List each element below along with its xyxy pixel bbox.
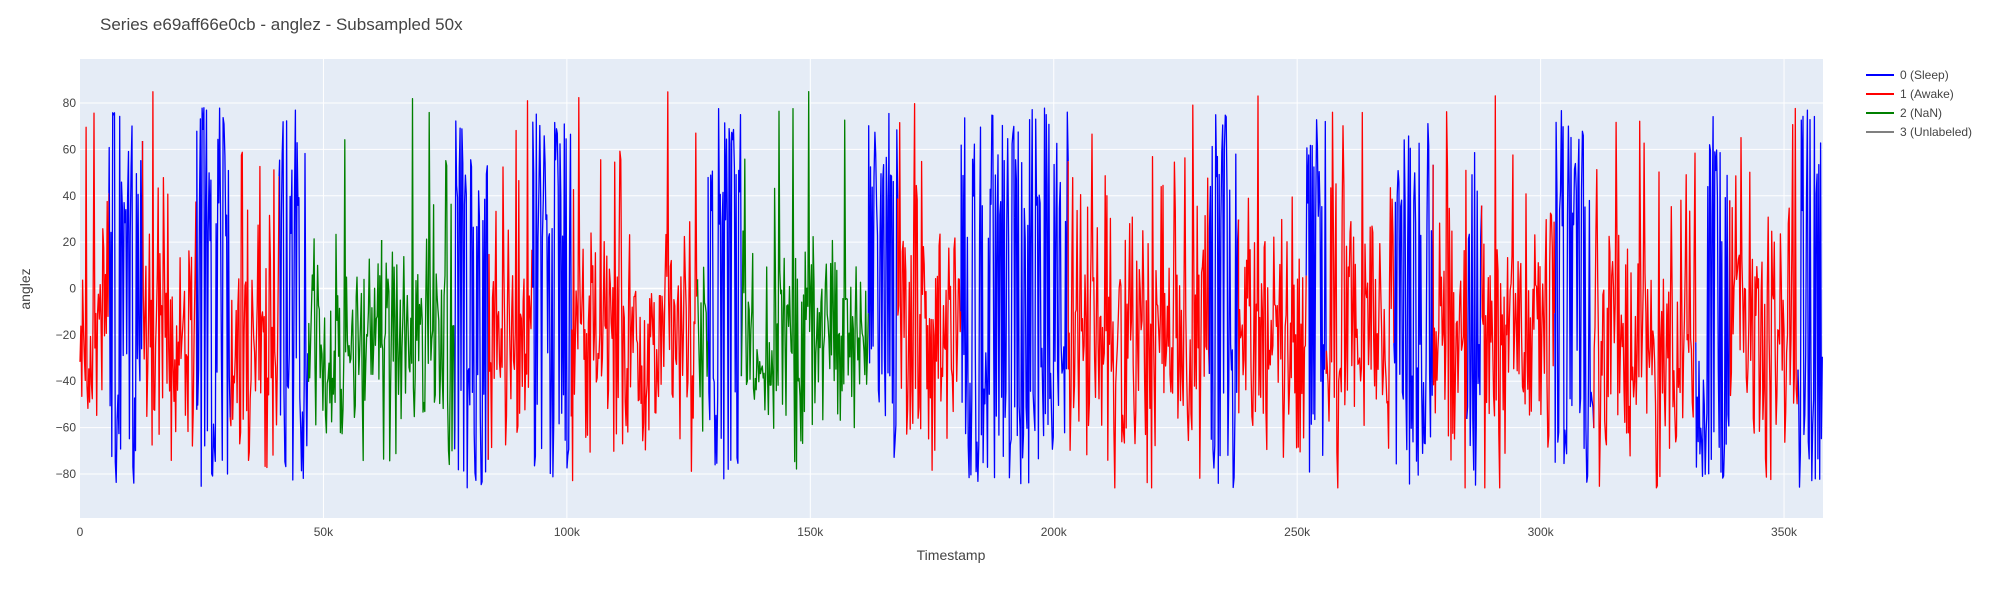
legend-item-label[interactable]: 1 (Awake) [1900, 87, 1954, 101]
series-segment [79, 112, 110, 417]
y-tick-label: −20 [56, 328, 77, 342]
y-tick-label: −40 [56, 374, 77, 388]
chart-title: Series e69aff66e0cb - anglez - Subsample… [100, 15, 463, 34]
series-segment [487, 100, 534, 460]
y-tick-label: −80 [56, 467, 77, 481]
series-segment [1797, 109, 1823, 488]
series-segment [867, 112, 899, 458]
series-segment [307, 139, 383, 462]
series-segment [663, 91, 699, 472]
series-segment [141, 91, 198, 462]
series-segment [1432, 111, 1468, 489]
x-tick-label: 200k [1041, 525, 1068, 539]
y-tick-label: 20 [63, 235, 77, 249]
series-segment [1593, 120, 1697, 489]
series-segment [707, 107, 743, 480]
series-segment [453, 120, 489, 489]
series-segment [380, 97, 456, 466]
x-axis-label: Timestamp [917, 547, 986, 563]
legend-item-label[interactable]: 2 (NaN) [1900, 106, 1942, 120]
y-tick-label: 60 [63, 142, 77, 156]
legend-item-label[interactable]: 0 (Sleep) [1900, 68, 1949, 82]
y-tick-label: 0 [69, 282, 76, 296]
x-tick-label: 100k [554, 525, 581, 539]
series-segment [1393, 123, 1434, 485]
legend-item-label[interactable]: 3 (Unlabeled) [1900, 125, 1972, 139]
series-segment [897, 103, 962, 471]
series-segment [532, 113, 573, 478]
y-tick-label: 40 [63, 189, 77, 203]
x-axis-ticks: 0 50k 100k 150k 200k 250k 300k 350k [77, 525, 1798, 539]
y-tick-label: 80 [63, 96, 77, 110]
x-tick-label: 350k [1771, 525, 1798, 539]
series-segment [229, 151, 280, 469]
y-axis-label: anglez [17, 268, 33, 309]
x-tick-label: 250k [1284, 525, 1311, 539]
x-tick-label: 300k [1528, 525, 1555, 539]
series-segment [696, 266, 709, 432]
series-segment [1729, 107, 1799, 481]
series-segment [1325, 111, 1395, 489]
series-segment [1067, 104, 1211, 489]
series-segment [1237, 95, 1307, 458]
series-segment [1695, 116, 1731, 479]
x-tick-label: 150k [797, 525, 824, 539]
series-segment [570, 97, 665, 482]
series-segment [108, 112, 144, 484]
series-lines [79, 90, 1823, 489]
series-segment [960, 107, 1069, 485]
series-segment [740, 90, 869, 470]
x-tick-label: 50k [314, 525, 334, 539]
series-segment [1208, 114, 1240, 489]
series-segment [1480, 95, 1556, 489]
series-segment [1554, 110, 1595, 483]
series-segment [278, 109, 310, 481]
x-tick-label: 0 [77, 525, 84, 539]
series-segment [1466, 151, 1483, 486]
legend[interactable]: 0 (Sleep) 1 (Awake) 2 (NaN) 3 (Unlabeled) [1866, 68, 1972, 139]
y-axis-ticks: −80 −60 −40 −20 0 20 40 60 80 [56, 96, 77, 481]
series-segment [196, 107, 231, 487]
y-tick-label: −60 [56, 421, 77, 435]
series-segment [1305, 119, 1327, 473]
